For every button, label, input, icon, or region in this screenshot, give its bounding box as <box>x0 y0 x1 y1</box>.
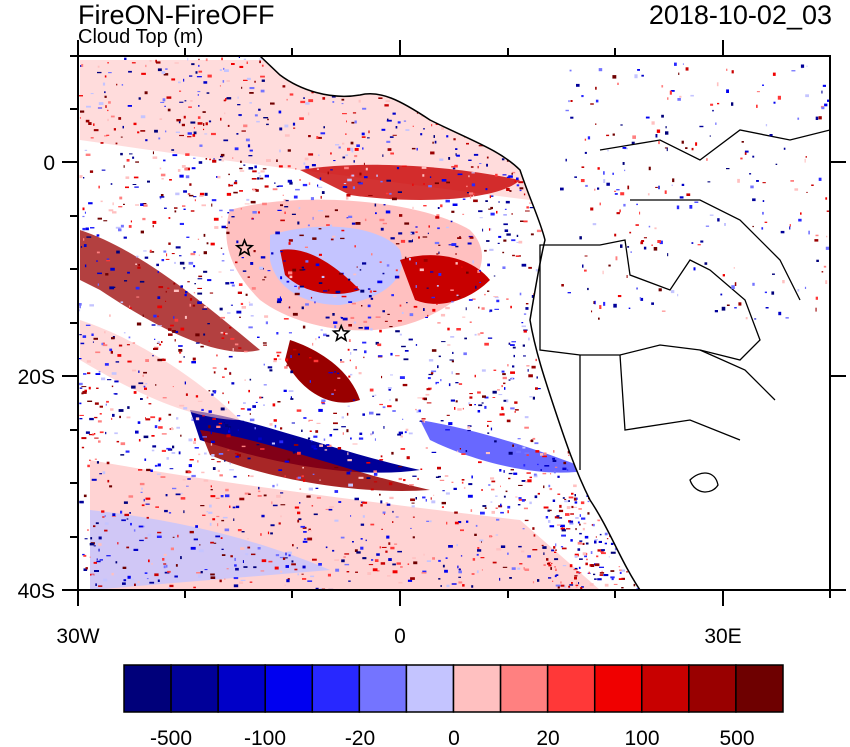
colorbar-label: 20 <box>536 727 559 747</box>
colorbar-swatch <box>358 664 408 713</box>
plot-timestamp: 2018-10-02_03 <box>648 0 832 30</box>
colorbar-swatch <box>170 664 219 713</box>
land-outline <box>258 56 830 590</box>
x-tick-label: 30E <box>704 625 741 648</box>
marker-layer <box>234 238 351 342</box>
colorbar <box>123 664 784 713</box>
colorbar-swatch <box>499 664 549 713</box>
colorbar-label: 500 <box>719 727 754 747</box>
colorbar-label: -20 <box>345 727 375 747</box>
colorbar-swatch <box>217 664 266 713</box>
colorbar-swatch <box>641 664 690 713</box>
y-tick-label: 20S <box>18 366 55 389</box>
x-tick-label: 30W <box>56 625 99 648</box>
colorbar-label: -500 <box>150 727 192 747</box>
star-marker <box>234 238 255 257</box>
colorbar-swatch <box>452 664 502 713</box>
star-marker <box>331 323 351 342</box>
colorbar-label: 0 <box>448 727 460 747</box>
y-tick-label: 40S <box>18 580 55 603</box>
x-tick-label: 0 <box>394 625 406 648</box>
y-tick-label: 0 <box>43 152 55 175</box>
colorbar-label: 100 <box>624 727 659 747</box>
plot-subtitle: Cloud Top (m) <box>78 26 204 48</box>
colorbar-swatch <box>735 664 784 713</box>
colorbar-label: -100 <box>244 727 286 747</box>
axis-ticks <box>62 40 846 606</box>
colorbar-labels: -500 -100 -20 0 20 100 500 <box>150 727 755 747</box>
colorbar-swatch <box>123 664 172 713</box>
colorbar-swatch <box>264 664 314 713</box>
colorbar-swatch <box>593 664 643 713</box>
plot-title: FireON-FireOFF <box>78 0 275 30</box>
colorbar-swatch <box>405 664 455 713</box>
colorbar-swatch <box>311 664 361 713</box>
colorbar-swatch <box>546 664 596 713</box>
colorbar-swatch <box>688 664 737 713</box>
